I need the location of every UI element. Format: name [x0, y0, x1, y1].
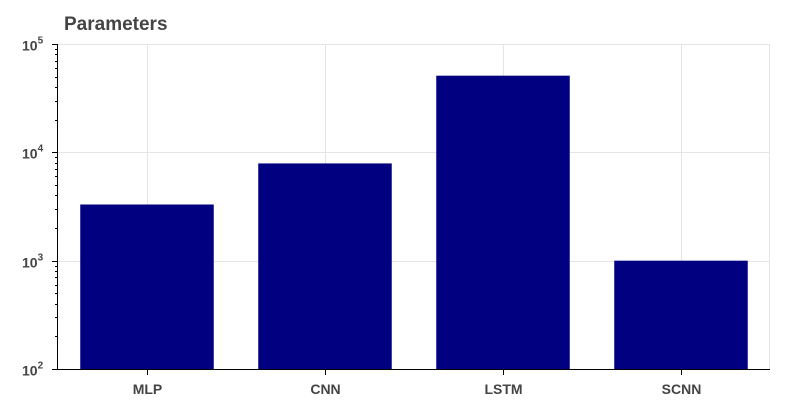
- chart-title: Parameters: [64, 14, 168, 35]
- y-tick-labels: 102 103 104 105: [22, 36, 44, 379]
- bar-mlp: [80, 204, 214, 369]
- x-tick-label: SCNN: [662, 381, 702, 397]
- bar-scnn: [614, 260, 748, 369]
- x-tick-label: LSTM: [484, 381, 522, 397]
- x-tick-label: MLP: [133, 381, 163, 397]
- bar-cnn: [258, 163, 392, 369]
- bar-lstm: [436, 75, 570, 369]
- y-tick-label: 104: [22, 144, 44, 162]
- x-tick-labels: MLP CNN LSTM SCNN: [133, 381, 702, 397]
- x-tick-label: CNN: [310, 381, 340, 397]
- bars: [80, 75, 748, 369]
- axes: [52, 44, 770, 375]
- y-tick-label: 103: [22, 253, 44, 271]
- y-tick-label: 102: [22, 361, 44, 379]
- y-tick-label: 105: [22, 36, 44, 54]
